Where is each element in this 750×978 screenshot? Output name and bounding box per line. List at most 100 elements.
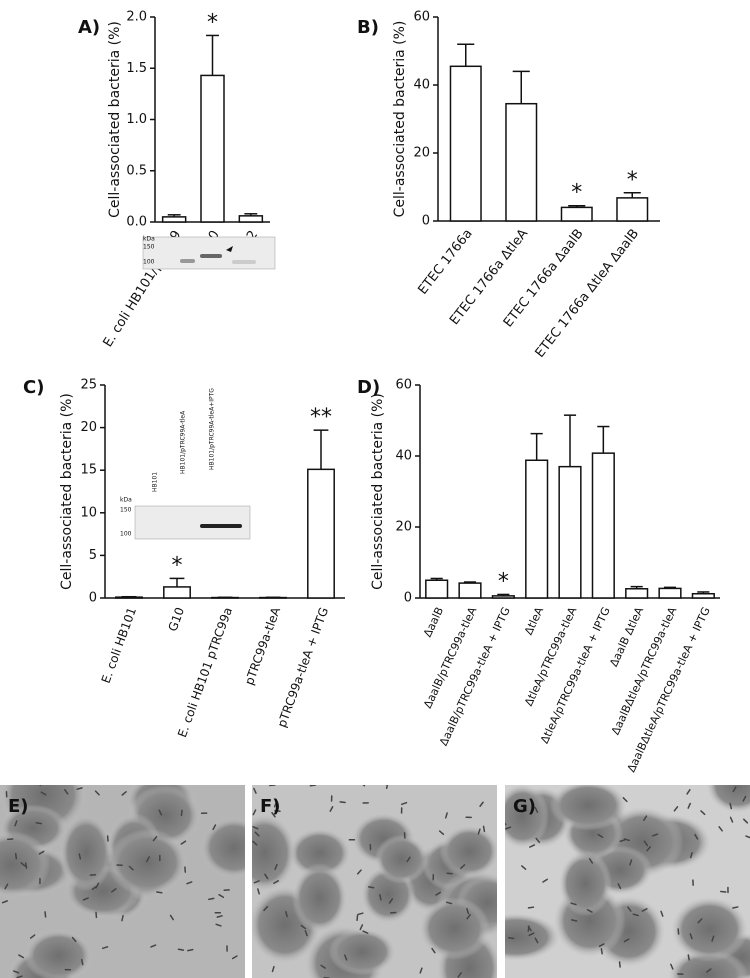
bacterium: [527, 906, 535, 909]
bacterium: [445, 901, 453, 905]
bacterium: [406, 856, 411, 863]
bacterium: [95, 882, 100, 889]
bacterium: [357, 912, 364, 916]
x-tick-label: ΔaalB: [421, 605, 446, 639]
bacterium: [570, 919, 578, 922]
bacterium: [40, 791, 47, 796]
bacterium: [641, 908, 648, 912]
bacterium: [16, 975, 23, 978]
bacterium: [689, 933, 693, 940]
bacterium: [528, 932, 535, 937]
bacterium: [208, 897, 215, 901]
micrograph: F): [252, 785, 497, 978]
bacterium: [29, 934, 36, 939]
bar: [591, 452, 615, 599]
bar: [458, 582, 482, 599]
micrograph-label: E): [8, 796, 29, 817]
bacterium: [690, 851, 693, 859]
bacterium: [1, 900, 8, 904]
bacterium: [253, 787, 257, 794]
bacterium: [643, 815, 648, 822]
bacterium: [643, 840, 649, 847]
chart-panel: C) Cell-associated bacteria (%) 0 5 10 15 20 25…: [23, 377, 345, 739]
bacterium: [320, 964, 326, 969]
x-tick-label: pTRC99a-tleA + IPTG: [275, 605, 332, 729]
bacterium: [300, 924, 307, 930]
bacterium: [263, 905, 269, 912]
inset-label: kDa: [143, 236, 155, 243]
bacterium: [623, 838, 631, 842]
y-tick-label: 15: [80, 463, 97, 478]
micrograph: E): [0, 785, 245, 978]
bacterium: [400, 801, 408, 806]
bacterium: [252, 840, 258, 846]
bacterium: [435, 891, 442, 896]
inset-label: 150: [143, 244, 155, 251]
bacterium: [505, 822, 507, 826]
bacterium: [39, 785, 42, 786]
bacterium: [482, 825, 486, 833]
y-axis-label: Cell-associated bacteria (%): [59, 393, 75, 590]
bacterium: [697, 918, 703, 924]
bacterium: [78, 853, 82, 860]
bar: [425, 579, 449, 599]
cell: [549, 785, 628, 831]
bacterium: [152, 835, 158, 842]
bacterium: [158, 809, 163, 816]
bacterium: [44, 911, 47, 918]
x-tick-label: G10: [166, 605, 188, 633]
y-tick-label: 0.5: [126, 163, 147, 178]
bacterium: [479, 801, 484, 807]
inset-label: 150: [120, 507, 132, 514]
bacterium: [187, 948, 194, 952]
bacterium: [121, 791, 127, 796]
bacterium: [687, 954, 690, 961]
bacterium: [718, 826, 723, 832]
bacterium: [35, 822, 43, 825]
bacterium: [597, 833, 604, 839]
bacterium: [444, 812, 448, 819]
cell: [706, 785, 750, 814]
bar: [238, 215, 264, 223]
bacterium: [446, 872, 453, 875]
bacterium: [694, 833, 699, 840]
y-tick-label: 5: [89, 548, 97, 563]
bacterium: [231, 955, 238, 960]
bacterium: [14, 820, 18, 827]
bacterium: [527, 925, 530, 932]
bacterium: [438, 830, 445, 836]
bacterium: [304, 930, 308, 937]
bacterium: [729, 816, 734, 823]
bacterium: [627, 906, 632, 912]
bar: [558, 465, 582, 599]
x-tick-label: E. coli HB101: [99, 605, 139, 685]
inset-label: kDa: [120, 497, 132, 504]
bacterium: [218, 893, 225, 899]
bacterium: [466, 907, 470, 915]
bacterium: [623, 938, 630, 943]
chart-panel: A) Cell-associated bacteria (%)0.0 0.5 1.0 1…: [78, 10, 276, 350]
panel-label: B): [357, 17, 379, 38]
bacterium: [600, 948, 603, 955]
bacterium: [180, 840, 187, 845]
panel-label: A): [78, 17, 100, 38]
micrograph-label: F): [260, 796, 281, 817]
bacterium: [529, 844, 536, 848]
bacterium: [102, 946, 109, 950]
bacterium: [670, 963, 674, 970]
cell: [374, 834, 429, 884]
cell: [107, 828, 188, 897]
inset-label: 100: [120, 531, 132, 538]
bacterium: [521, 865, 527, 870]
bacterium: [729, 802, 733, 810]
bacterium: [507, 937, 515, 940]
bacterium: [156, 891, 163, 894]
x-tick-label: ETEC 1766a ΔtleA ΔaalB: [533, 226, 643, 360]
bacterium: [215, 923, 222, 927]
bacterium: [264, 873, 269, 880]
bar: [691, 592, 715, 599]
bacterium: [385, 785, 389, 789]
y-tick-label: 40: [413, 78, 430, 93]
bacterium: [94, 790, 100, 796]
micrograph: G): [505, 785, 750, 978]
